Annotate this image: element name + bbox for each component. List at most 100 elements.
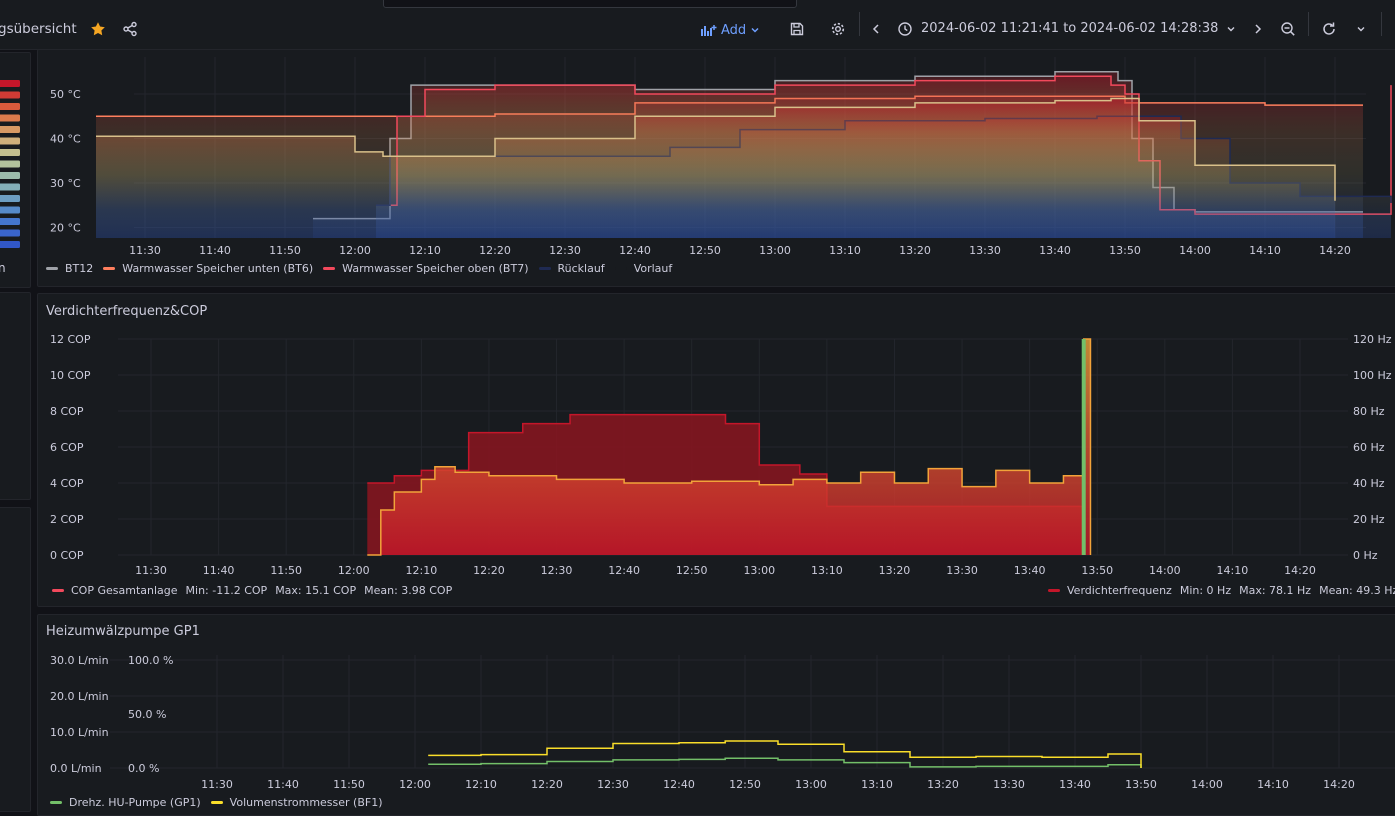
dashboard-toolbar: gsübersicht Add 2024-06-02 11:21:41 to 2… bbox=[0, 0, 1395, 50]
x-tick-label: 12:10 bbox=[409, 244, 441, 257]
x-tick-label: 14:00 bbox=[1179, 244, 1211, 257]
toolbar-divider-2 bbox=[1308, 12, 1309, 36]
temperature-panel[interactable]: 20 °C 30 °C 40 °C 50 °C 11:30 11:40 11:50 12:00… bbox=[37, 49, 1395, 287]
y-tick-label-right: 120 Hz bbox=[1353, 333, 1392, 346]
x-tick-label: 14:10 bbox=[1217, 564, 1249, 577]
y-tick-label-right: 20 Hz bbox=[1353, 513, 1385, 526]
pump-panel[interactable]: Heizumwälzpumpe GP1 0.0 L/min 10.0 L/min 2… bbox=[37, 614, 1395, 816]
x-tick-label: 13:30 bbox=[969, 244, 1001, 257]
save-icon[interactable] bbox=[789, 21, 805, 37]
gauge-bar bbox=[0, 149, 20, 156]
legend-item[interactable]: Vorlauf bbox=[614, 262, 673, 275]
x-tick-label: 13:50 bbox=[1081, 564, 1113, 577]
gauge-bar bbox=[0, 206, 20, 214]
legend-min: Min: -11.2 COP bbox=[185, 584, 268, 597]
x-tick-label: 14:20 bbox=[1319, 244, 1351, 257]
cop-chart[interactable]: 0 COP 2 COP 4 COP 6 COP 8 COP 10 COP 12 COP 0 H… bbox=[38, 294, 1395, 606]
add-button[interactable]: Add bbox=[701, 20, 760, 40]
x-tick-label: 13:20 bbox=[927, 778, 959, 791]
x-tick-label: 12:20 bbox=[531, 778, 563, 791]
time-range-picker[interactable]: 2024-06-02 11:21:41 to 2024-06-02 14:28:… bbox=[896, 20, 1241, 40]
legend-series-name[interactable]: Verdichterfrequenz bbox=[1067, 584, 1172, 597]
pump-legend: Drehz. HU-Pumpe (GP1) Volumenstrommesser … bbox=[50, 796, 393, 809]
star-icon[interactable] bbox=[90, 21, 106, 37]
x-tick-label: 11:50 bbox=[333, 778, 365, 791]
gear-icon[interactable] bbox=[830, 21, 846, 37]
x-tick-label: 12:50 bbox=[729, 778, 761, 791]
share-icon[interactable] bbox=[122, 21, 138, 37]
y-tick-label-left: 20.0 L/min bbox=[50, 690, 109, 703]
legend-item[interactable]: Volumenstrommesser (BF1) bbox=[210, 796, 383, 809]
legend-item[interactable]: Drehz. HU-Pumpe (GP1) bbox=[50, 796, 201, 809]
refresh-icon[interactable] bbox=[1321, 21, 1337, 37]
chevron-left-icon[interactable] bbox=[870, 22, 882, 36]
y-tick-label-left: 6 COP bbox=[50, 441, 84, 454]
search-input[interactable] bbox=[383, 0, 797, 8]
gauge-bar bbox=[0, 80, 20, 87]
toolbar-divider bbox=[859, 12, 860, 36]
x-tick-label: 13:10 bbox=[829, 244, 861, 257]
legend-max: Max: 78.1 Hz bbox=[1239, 584, 1312, 597]
x-tick-label: 14:00 bbox=[1191, 778, 1223, 791]
temperature-chart[interactable]: 20 °C 30 °C 40 °C 50 °C 11:30 11:40 11:50 12:00… bbox=[38, 50, 1395, 286]
gauge-bar bbox=[0, 91, 20, 99]
x-tick-label: 11:30 bbox=[129, 244, 161, 257]
breadcrumb[interactable]: gsübersicht bbox=[0, 21, 77, 37]
x-tick-label: 13:00 bbox=[759, 244, 791, 257]
x-tick-label: 13:50 bbox=[1109, 244, 1141, 257]
refresh-interval-chevron-icon[interactable] bbox=[1356, 24, 1366, 34]
y-tick-label-right: 60 Hz bbox=[1353, 441, 1385, 454]
legend-series-name[interactable]: COP Gesamtanlage bbox=[71, 584, 178, 597]
panel-title: Heizumwälzpumpe GP1 bbox=[46, 624, 200, 639]
gauge-label: n bbox=[0, 261, 6, 275]
y-tick-label-left: 8 COP bbox=[50, 405, 84, 418]
cop-panel[interactable]: Verdichterfrequenz&COP 0 COP 2 COP 4 COP 6 … bbox=[37, 293, 1395, 607]
legend-swatch bbox=[538, 267, 551, 270]
left-gauge-panel: n bbox=[0, 52, 31, 288]
gauge-bar bbox=[0, 229, 20, 237]
x-tick-label: 14:20 bbox=[1323, 778, 1355, 791]
legend-item[interactable]: Warmwasser Speicher unten (BT6) bbox=[103, 262, 313, 275]
x-tick-label: 13:10 bbox=[811, 564, 843, 577]
x-tick-label: 13:10 bbox=[861, 778, 893, 791]
series-line bbox=[428, 757, 1142, 768]
x-tick-label: 13:30 bbox=[946, 564, 978, 577]
x-tick-label: 12:40 bbox=[663, 778, 695, 791]
legend-item[interactable]: BT12 bbox=[46, 262, 93, 275]
y-tick-label-left: 10 COP bbox=[50, 369, 91, 382]
legend-item[interactable]: Warmwasser Speicher oben (BT7) bbox=[323, 262, 529, 275]
gauge-bar bbox=[0, 183, 20, 191]
cop-line bbox=[367, 338, 1092, 556]
x-tick-label: 14:00 bbox=[1149, 564, 1181, 577]
gauge-bar bbox=[0, 218, 20, 225]
legend-series-name: Vorlauf bbox=[633, 262, 673, 275]
series-line bbox=[428, 740, 1142, 768]
y-tick-label: 20 °C bbox=[50, 222, 81, 235]
legend-swatch bbox=[614, 267, 627, 270]
legend-swatch bbox=[323, 267, 336, 270]
y-tick-label-right: 100 Hz bbox=[1353, 369, 1392, 382]
y-tick-label-left: 2 COP bbox=[50, 513, 84, 526]
y-tick-label: 50 °C bbox=[50, 88, 81, 101]
x-tick-label: 12:00 bbox=[338, 564, 370, 577]
cop-legend-right: Verdichterfrequenz Min: 0 Hz Max: 78.1 H… bbox=[1048, 584, 1395, 597]
gauge-bar bbox=[0, 114, 20, 122]
temperature-legend: BT12 Warmwasser Speicher unten (BT6) Warmw… bbox=[46, 262, 682, 275]
toolbar-divider-3 bbox=[1381, 12, 1382, 36]
pump-chart[interactable]: 0.0 L/min 10.0 L/min 20.0 L/min 30.0 L/min 0… bbox=[38, 615, 1395, 815]
gauge-bar bbox=[0, 172, 20, 179]
series-line bbox=[96, 97, 1336, 201]
x-tick-label: 11:30 bbox=[135, 564, 167, 577]
legend-swatch bbox=[46, 267, 58, 270]
gauge-bar bbox=[0, 137, 20, 145]
legend-swatch bbox=[1048, 589, 1060, 592]
chevron-right-icon[interactable] bbox=[1252, 22, 1264, 36]
y-tick-label-left: 12 COP bbox=[50, 333, 91, 346]
legend-item[interactable]: Rücklauf bbox=[538, 262, 605, 275]
y-tick-label-left: 30.0 L/min bbox=[50, 654, 109, 667]
x-tick-label: 12:50 bbox=[689, 244, 721, 257]
y-tick-label-right: 80 Hz bbox=[1353, 405, 1385, 418]
gauge-bar bbox=[0, 195, 20, 202]
zoom-out-icon[interactable] bbox=[1280, 21, 1296, 37]
series-area bbox=[96, 98, 1335, 238]
